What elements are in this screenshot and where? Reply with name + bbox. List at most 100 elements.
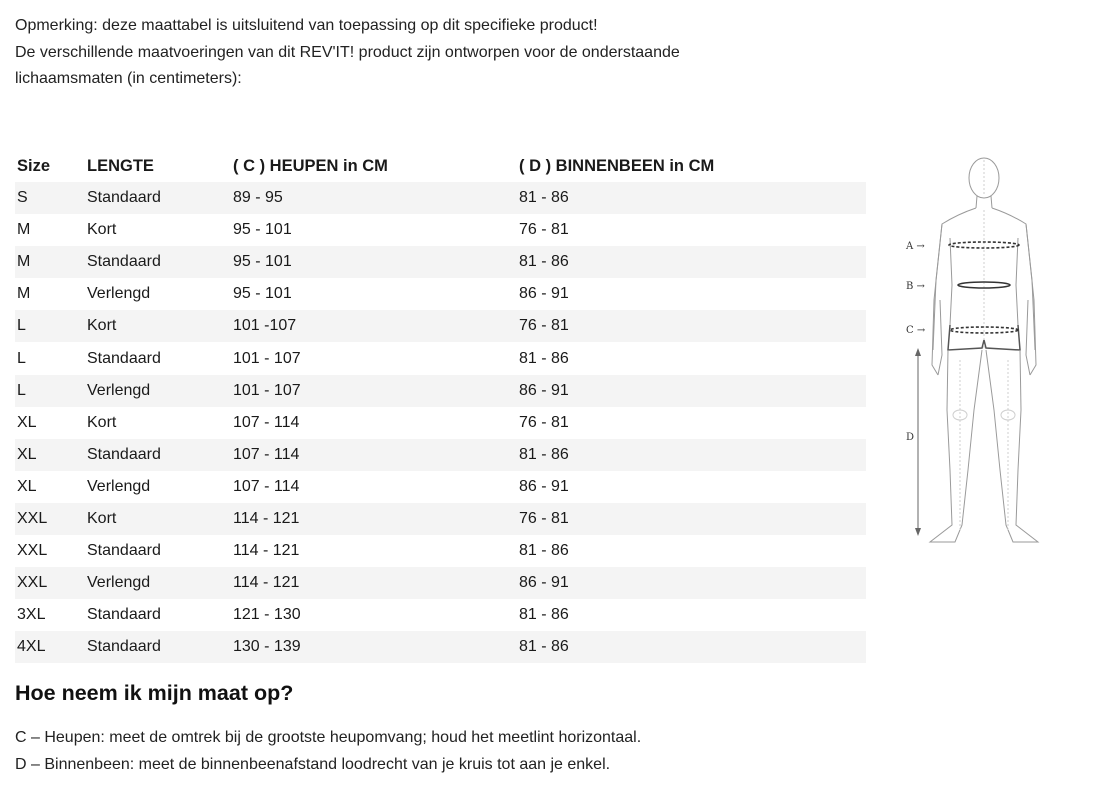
body-outline-illustration: A → B → C → D — [905, 157, 1040, 543]
cell-size: XXL — [15, 535, 85, 568]
header-length: LENGTE — [87, 156, 154, 175]
cell-inseam: 86 - 91 — [517, 470, 866, 503]
left-leg-outline — [928, 349, 983, 543]
table-row: S Standaard 89 - 95 81 - 86 — [15, 182, 866, 215]
table-row: 4XL Standaard 130 - 139 81 - 86 — [15, 631, 866, 664]
measurement-figure: A → B → C → D — [900, 150, 1050, 550]
cell-size: M — [15, 278, 85, 311]
cell-size: XXL — [15, 567, 85, 600]
header-inseam: ( D ) BINNENBEEN in CM — [519, 156, 715, 175]
cell-hips: 89 - 95 — [231, 182, 517, 215]
cell-size: M — [15, 246, 85, 279]
label-c: C → — [906, 325, 926, 336]
cell-length: Verlengd — [85, 567, 231, 600]
intro-description: De verschillende maatvoeringen van dit R… — [15, 43, 680, 61]
cell-inseam: 76 - 81 — [517, 214, 866, 247]
cell-size: 3XL — [15, 599, 85, 632]
table-header-row: Size LENGTE ( C ) HEUPEN in CM ( D ) BIN… — [15, 150, 866, 182]
how-to-measure-title: Hoe neem ik mijn maat op? — [15, 681, 294, 705]
cell-inseam: 76 - 81 — [517, 406, 866, 439]
intro-text: Opmerking: deze maattabel is uitsluitend… — [15, 13, 815, 93]
cell-hips: 114 - 121 — [231, 502, 517, 536]
cell-hips: 130 - 139 — [231, 631, 517, 664]
cell-hips: 95 - 101 — [231, 214, 517, 247]
table-row: M Kort 95 - 101 76 - 81 — [15, 214, 866, 247]
cell-hips: 114 - 121 — [231, 567, 517, 600]
label-b: B → — [906, 281, 926, 292]
cell-hips: 121 - 130 — [231, 599, 517, 632]
table-row: L Standaard 101 - 107 81 - 86 — [15, 342, 866, 375]
table-row: XL Kort 107 - 114 76 - 81 — [15, 406, 866, 439]
table-row: L Kort 101 -107 76 - 81 — [15, 310, 866, 343]
cell-hips: 95 - 101 — [231, 278, 517, 311]
cell-inseam: 81 - 86 — [517, 535, 866, 568]
table-body: S Standaard 89 - 95 81 - 86 M Kort 95 - 101 76 … — [15, 182, 866, 664]
head-outline — [968, 157, 1000, 199]
cell-inseam: 81 - 86 — [517, 631, 866, 664]
label-d: D — [906, 432, 914, 443]
table-row: 3XL Standaard 121 - 130 81 - 86 — [15, 599, 866, 632]
cell-hips: 95 - 101 — [231, 246, 517, 279]
cell-length: Kort — [85, 214, 231, 247]
cell-size: XXL — [15, 502, 85, 536]
cell-size: XL — [15, 406, 85, 439]
cell-inseam: 81 - 86 — [517, 438, 866, 471]
cell-hips: 107 - 114 — [231, 406, 517, 439]
cell-length: Standaard — [85, 182, 231, 215]
cell-hips: 107 - 114 — [231, 470, 517, 503]
cell-inseam: 86 - 91 — [517, 374, 866, 407]
label-a: A → — [905, 241, 925, 252]
intro-description-cont: lichaamsmaten (in centimeters): — [15, 70, 242, 87]
cell-inseam: 81 - 86 — [517, 342, 866, 375]
header-size: Size — [17, 156, 51, 175]
cell-hips: 101 - 107 — [231, 374, 517, 407]
header-hips: ( C ) HEUPEN in CM — [233, 156, 388, 175]
cell-length: Standaard — [85, 535, 231, 568]
arms-outline — [931, 223, 1037, 376]
table-row: XXL Kort 114 - 121 76 - 81 — [15, 502, 866, 536]
intro-note: Opmerking: deze maattabel is uitsluitend… — [15, 17, 598, 34]
cell-length: Standaard — [85, 342, 231, 375]
cell-length: Kort — [85, 310, 231, 343]
cell-size: L — [15, 310, 85, 343]
cell-inseam: 81 - 86 — [517, 182, 866, 215]
cell-length: Verlengd — [85, 278, 231, 311]
cell-inseam: 86 - 91 — [517, 278, 866, 311]
cell-size: S — [15, 182, 85, 215]
table-row: XXL Standaard 114 - 121 81 - 86 — [15, 535, 866, 568]
cell-length: Verlengd — [85, 470, 231, 503]
table-row: XL Verlengd 107 - 114 86 - 91 — [15, 470, 866, 503]
instruction-inseam: D – Binnenbeen: meet de binnenbeenafstan… — [15, 756, 611, 773]
cell-hips: 107 - 114 — [231, 438, 517, 471]
table-row: XL Standaard 107 - 114 81 - 86 — [15, 438, 866, 471]
cell-size: L — [15, 342, 85, 375]
hip-measure-line — [949, 326, 1019, 334]
cell-length: Kort — [85, 502, 231, 536]
cell-size: 4XL — [15, 631, 85, 664]
cell-length: Kort — [85, 406, 231, 439]
table-row: XXL Verlengd 114 - 121 86 - 91 — [15, 567, 866, 600]
cell-inseam: 76 - 81 — [517, 502, 866, 536]
cell-inseam: 81 - 86 — [517, 599, 866, 632]
cell-size: XL — [15, 470, 85, 503]
size-table: Size LENGTE ( C ) HEUPEN in CM ( D ) BIN… — [15, 150, 866, 664]
cell-length: Standaard — [85, 438, 231, 471]
cell-size: M — [15, 214, 85, 247]
cell-inseam: 86 - 91 — [517, 567, 866, 600]
cell-hips: 114 - 121 — [231, 535, 517, 568]
table-row: M Standaard 95 - 101 81 - 86 — [15, 246, 866, 279]
waist-measure-line — [957, 281, 1011, 289]
cell-length: Standaard — [85, 599, 231, 632]
right-leg-outline — [985, 349, 1040, 543]
table-row: M Verlengd 95 - 101 86 - 91 — [15, 278, 866, 311]
cell-length: Standaard — [85, 246, 231, 279]
cell-hips: 101 - 107 — [231, 342, 517, 375]
chest-measure-line — [948, 241, 1020, 249]
cell-inseam: 76 - 81 — [517, 310, 866, 343]
cell-length: Verlengd — [85, 374, 231, 407]
instruction-hips: C – Heupen: meet de omtrek bij de groots… — [15, 729, 642, 746]
cell-length: Standaard — [85, 631, 231, 664]
cell-hips: 101 -107 — [231, 310, 517, 343]
how-to-measure-text: C – Heupen: meet de omtrek bij de groots… — [15, 724, 915, 778]
cell-size: L — [15, 374, 85, 407]
